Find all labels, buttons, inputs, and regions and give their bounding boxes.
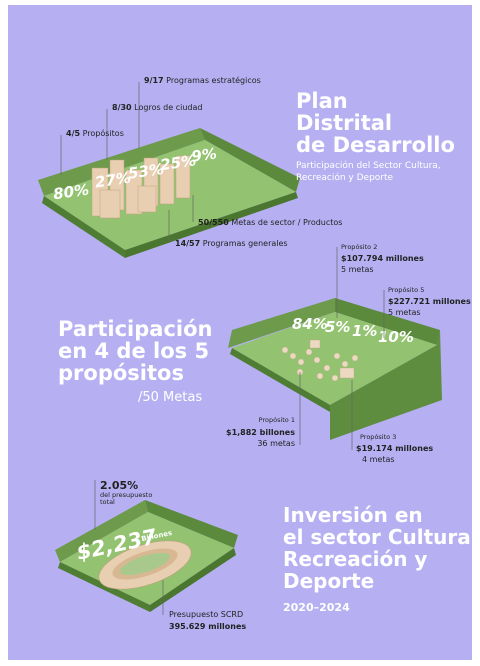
- plan-percentage: 53%: [127, 160, 165, 183]
- purpose-goals: 5 metas: [388, 308, 421, 317]
- stat: 8/30 Logros de ciudad: [112, 103, 202, 112]
- shape: 9/17: [144, 76, 164, 85]
- shape: [313, 356, 321, 364]
- shape: [339, 367, 355, 379]
- investment-share-note: total: [100, 498, 115, 506]
- plan-percentage: 27%: [94, 169, 132, 192]
- plan-percentage: 25%: [159, 151, 197, 174]
- plan-subtitle: Recreación y Deporte: [296, 172, 394, 183]
- investment-share-note: del presupuesto: [100, 491, 152, 499]
- plan-subtitle: Participación del Sector Cultura,: [296, 160, 441, 171]
- investment-title: el sector Cultura: [283, 525, 471, 549]
- shape: [335, 298, 440, 345]
- shape: 8/30: [112, 103, 132, 112]
- shape: [297, 358, 305, 366]
- investment-title: Recreación y: [283, 547, 427, 571]
- purpose-amount: $1,882 billones: [226, 428, 295, 437]
- investment-share: 2.05%: [100, 479, 138, 492]
- shape: Metas de sector / Productos: [231, 218, 342, 227]
- participation-title: propósitos: [58, 361, 184, 385]
- shape: [175, 155, 191, 199]
- shape: [120, 552, 170, 576]
- shape: [331, 374, 339, 382]
- shape: [58, 562, 150, 612]
- participation-title: Participación: [58, 317, 212, 341]
- purpose-goals: 36 metas: [257, 439, 295, 448]
- purpose-name: Propósito 2: [341, 243, 377, 251]
- shape: [42, 196, 125, 258]
- shape: [137, 185, 157, 213]
- shape: 50/550: [198, 218, 229, 227]
- purpose-name: Propósito 5: [388, 286, 424, 294]
- stat: 14/57 Programas generales: [175, 239, 288, 248]
- shape: [125, 192, 298, 258]
- shape: 80% 27% 53% 25% 9%: [52, 144, 218, 204]
- stat: 50/550 Metas de sector / Productos: [198, 218, 342, 227]
- investment-title: Deporte: [283, 569, 374, 593]
- shape: [228, 298, 335, 348]
- shape: Programas generales: [203, 239, 288, 248]
- shape: [99, 189, 121, 219]
- shape: [145, 500, 238, 548]
- plan-title: Plan: [296, 89, 348, 113]
- shape: 4/5: [66, 129, 80, 138]
- shape: [289, 352, 297, 360]
- stat: 4/5 Propósitos: [66, 128, 124, 138]
- shape: 14/57: [175, 239, 200, 248]
- shape: [351, 354, 359, 362]
- purpose-name: Propósito 1: [259, 416, 295, 424]
- shape: [341, 360, 349, 368]
- plan-title: de Desarrollo: [296, 133, 455, 157]
- shape: [333, 352, 341, 360]
- investment-period: 2020–2024: [283, 601, 350, 614]
- shape: [309, 339, 321, 349]
- stat: 9/17 Programas estratégicos: [144, 75, 261, 85]
- purpose-percentage: 84%: [292, 315, 328, 333]
- participation-title: en 4 de los 5: [58, 339, 209, 363]
- scene-investment: [55, 500, 238, 612]
- purpose-goals: 5 metas: [341, 265, 374, 274]
- shape: [330, 330, 442, 440]
- purpose-percentage: 10%: [378, 328, 414, 346]
- shape: Propósitos: [83, 128, 124, 138]
- shape: Logros de ciudad: [134, 103, 202, 112]
- shape: [150, 548, 236, 612]
- shape: [232, 312, 437, 405]
- participation-goals: /50 Metas: [138, 390, 202, 405]
- plan-percentage: 80%: [52, 181, 90, 204]
- purpose-amount: $107.794 millones: [341, 254, 424, 263]
- shape: [230, 348, 330, 412]
- shape: [281, 346, 289, 354]
- plan-percentage: 9%: [190, 144, 218, 165]
- scene-plan: [38, 128, 300, 258]
- budget-value: 395.629 millones: [169, 622, 246, 631]
- scene-participation: [228, 298, 442, 440]
- purpose-percentage: 1%: [352, 322, 377, 340]
- investment-title: Inversión en: [283, 503, 423, 527]
- shape: [55, 500, 148, 562]
- budget-label: Presupuesto SCRD: [169, 610, 243, 619]
- shape: Programas estratégicos: [166, 75, 261, 85]
- shape: [305, 348, 313, 356]
- purpose-name: Propósito 3: [360, 433, 396, 441]
- plan-title: Distrital: [296, 111, 392, 135]
- purpose-percentage: 5%: [325, 318, 350, 336]
- shape: [91, 155, 191, 219]
- shape: [323, 364, 331, 372]
- shape: [159, 163, 175, 205]
- shape: [281, 339, 359, 382]
- purpose-amount: $19.174 millones: [356, 444, 433, 453]
- shape: [200, 128, 300, 192]
- shape: [316, 372, 324, 380]
- purpose-goals: 4 metas: [362, 455, 395, 464]
- purpose-amount: $227.721 millones: [388, 297, 471, 306]
